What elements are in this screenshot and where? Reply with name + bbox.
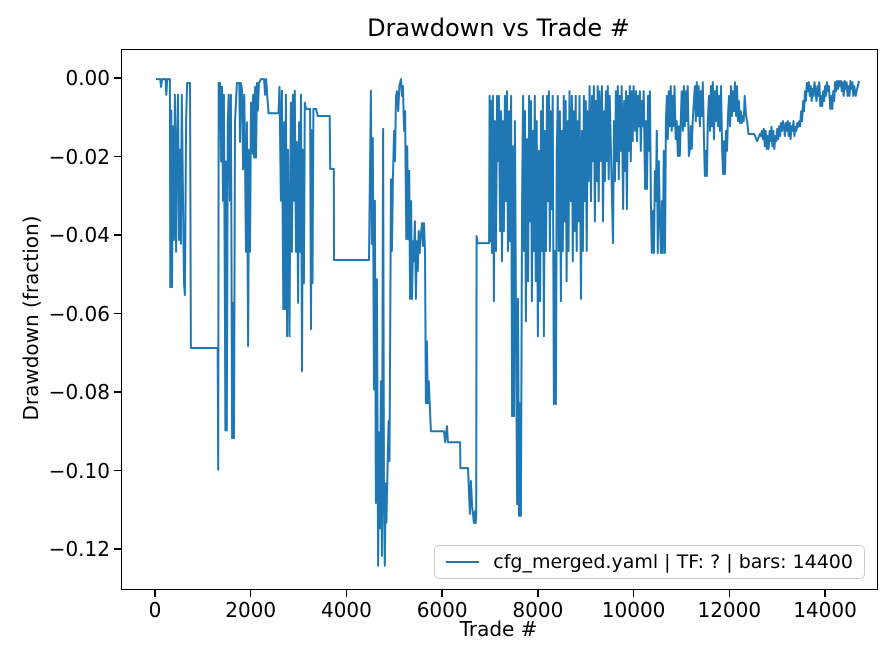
x-tick-mark (728, 589, 731, 597)
x-tick-label: 12000 (697, 598, 762, 622)
x-tick-mark (441, 589, 443, 597)
x-tick-label: 4000 (320, 598, 372, 622)
y-tick-label: −0.04 (48, 223, 110, 248)
drawdown-line-svg (156, 78, 861, 567)
x-tick-mark (632, 589, 635, 597)
x-tick-mark (537, 589, 539, 597)
y-tick-mark (114, 469, 121, 472)
x-tick-mark (249, 589, 252, 597)
x-tick-label: 10000 (601, 598, 666, 622)
y-tick-label: −0.10 (48, 458, 110, 483)
y-tick-mark (114, 234, 121, 236)
y-tick-label: −0.06 (48, 301, 110, 326)
x-tick-mark (154, 589, 156, 597)
y-tick-mark (114, 77, 121, 79)
y-tick-mark (114, 312, 121, 315)
legend: cfg_merged.yaml | TF: ? | bars: 14400 (434, 545, 865, 579)
x-tick-label: 2000 (225, 598, 277, 622)
y-tick-label: −0.08 (48, 380, 110, 405)
x-tick-mark (345, 589, 348, 597)
drawdown-line (156, 78, 861, 567)
x-tick-label: 0 (148, 598, 162, 622)
x-tick-label: 6000 (416, 598, 468, 622)
x-tick-label: 14000 (793, 598, 857, 622)
x-axis-label: Trade # (459, 617, 538, 641)
x-tick-mark (824, 589, 826, 597)
y-tick-label: 0.00 (65, 66, 110, 91)
y-tick-mark (114, 155, 121, 158)
plot-area: cfg_merged.yaml | TF: ? | bars: 14400 (121, 49, 878, 590)
chart-title: Drawdown vs Trade # (367, 14, 630, 42)
x-tick-label: 8000 (512, 598, 564, 622)
legend-label: cfg_merged.yaml | TF: ? | bars: 14400 (493, 551, 853, 573)
y-tick-label: −0.12 (48, 537, 110, 562)
y-tick-mark (114, 548, 121, 550)
y-tick-label: −0.02 (48, 144, 110, 169)
legend-line-sample (446, 561, 480, 563)
y-tick-mark (114, 391, 121, 393)
